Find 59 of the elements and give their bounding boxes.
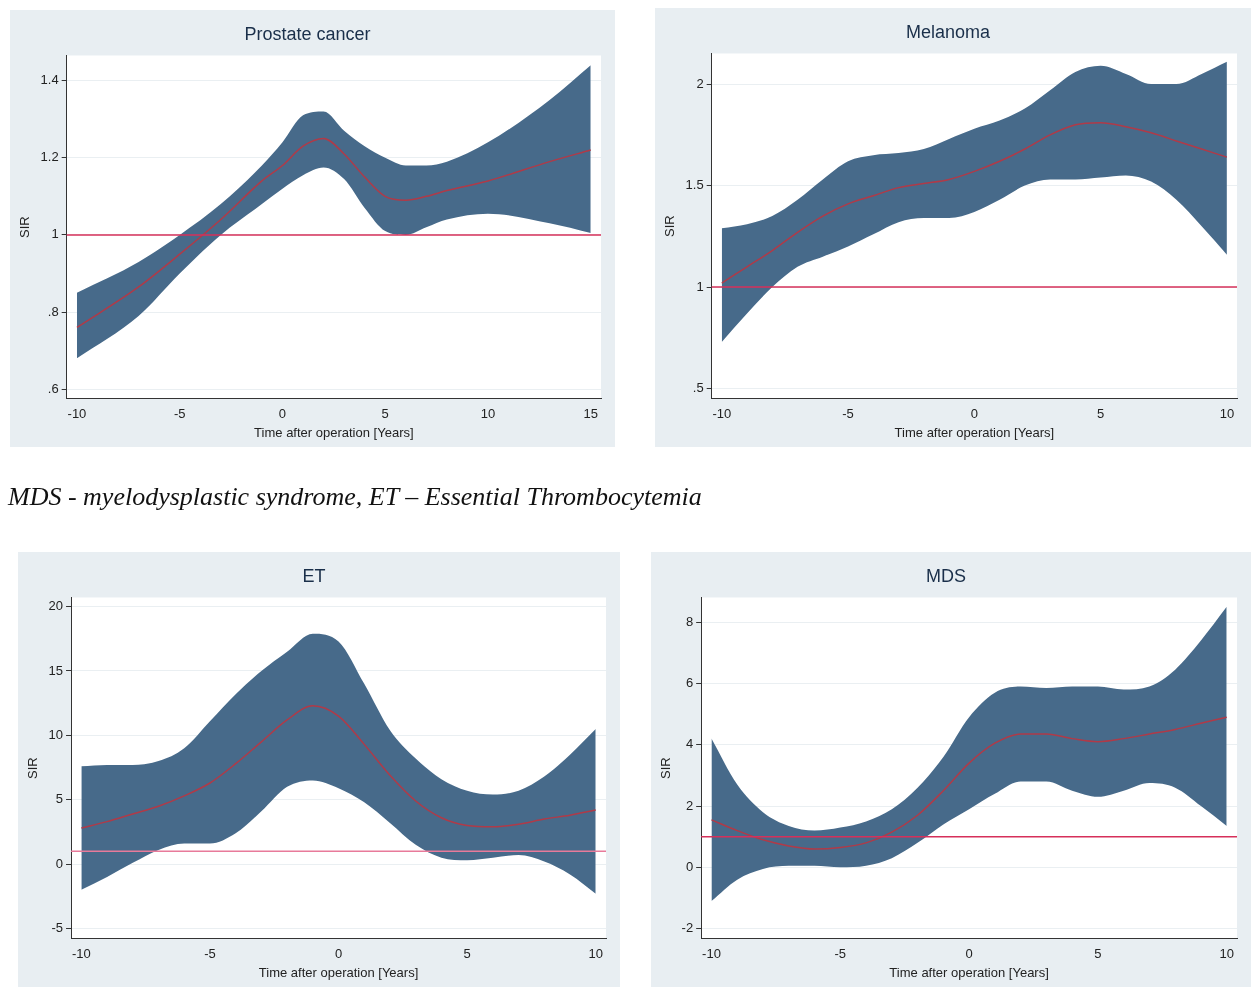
y-tick-label: 20: [48, 598, 64, 614]
x-tick-label: -10: [67, 406, 87, 422]
x-tick-label: -10: [702, 946, 721, 962]
y-tick-label: .5: [692, 380, 704, 396]
x-tick-label: 10: [588, 946, 603, 962]
x-tick-label: 0: [965, 946, 973, 962]
y-tick-label: 0: [55, 855, 64, 871]
y-tick-label: 5: [55, 791, 64, 807]
y-tick-label: 2: [685, 797, 694, 813]
x-axis-title: Time after operation [Years]: [254, 424, 414, 440]
x-tick-label: 0: [970, 406, 978, 422]
y-tick-label: 0: [685, 858, 694, 874]
line-series: [76, 137, 592, 329]
y-tick-label: 8: [685, 613, 694, 629]
x-tick-label: 10: [1219, 406, 1235, 422]
line-series: [80, 705, 597, 829]
y-tick-label: .6: [47, 380, 59, 396]
x-tick-label: 5: [1094, 946, 1102, 962]
x-tick-label: 5: [1097, 406, 1105, 422]
x-tick-label: 10: [480, 406, 496, 422]
x-tick-label: -5: [842, 406, 854, 422]
x-tick-label: 5: [381, 406, 389, 422]
text: MDS - myelodysplastic syndrome, ET – Essential Thrombocytemia: [8, 482, 702, 512]
y-tick-label: 1.4: [40, 72, 59, 88]
x-axis-title: Time after operation [Years]: [258, 964, 419, 980]
y-tick-label: 1: [51, 226, 59, 242]
x-tick-label: -10: [71, 946, 91, 962]
x-tick-label: 5: [463, 946, 471, 962]
x-tick-label: -5: [834, 946, 847, 962]
y-tick-label: 2: [696, 75, 704, 91]
x-tick-label: -10: [712, 406, 732, 422]
y-tick-label: -5: [51, 920, 64, 936]
x-tick-label: 10: [1219, 946, 1234, 962]
x-tick-label: 0: [278, 406, 287, 422]
x-axis-title: Time after operation [Years]: [894, 424, 1055, 440]
y-axis-title: SIR: [17, 216, 33, 239]
y-tick-label: .8: [47, 303, 59, 319]
y-tick-label: 1: [696, 278, 704, 294]
y-tick-label: 1.5: [685, 177, 704, 193]
line-series: [721, 121, 1228, 284]
y-tick-label: 15: [48, 662, 64, 678]
chart-title: MDS: [926, 565, 966, 586]
y-axis-title: SIR: [658, 757, 674, 780]
chart-title: ET: [302, 565, 326, 586]
line-series: [710, 716, 1228, 850]
y-tick-label: 1.2: [40, 149, 59, 165]
x-tick-label: 0: [334, 946, 343, 962]
y-tick-label: -2: [681, 920, 694, 936]
x-tick-label: -5: [204, 946, 216, 962]
y-tick-label: 4: [685, 736, 694, 752]
x-axis-title: Time after operation [Years]: [889, 964, 1049, 980]
y-axis-title: SIR: [25, 757, 41, 780]
chart-title: Melanoma: [905, 21, 992, 42]
x-tick-label: -5: [173, 406, 186, 422]
y-axis-title: SIR: [662, 215, 678, 238]
y-tick-label: 10: [48, 726, 64, 742]
chart-title: Prostate cancer: [244, 23, 371, 44]
y-tick-label: 6: [685, 675, 694, 691]
x-tick-label: 15: [583, 406, 598, 422]
